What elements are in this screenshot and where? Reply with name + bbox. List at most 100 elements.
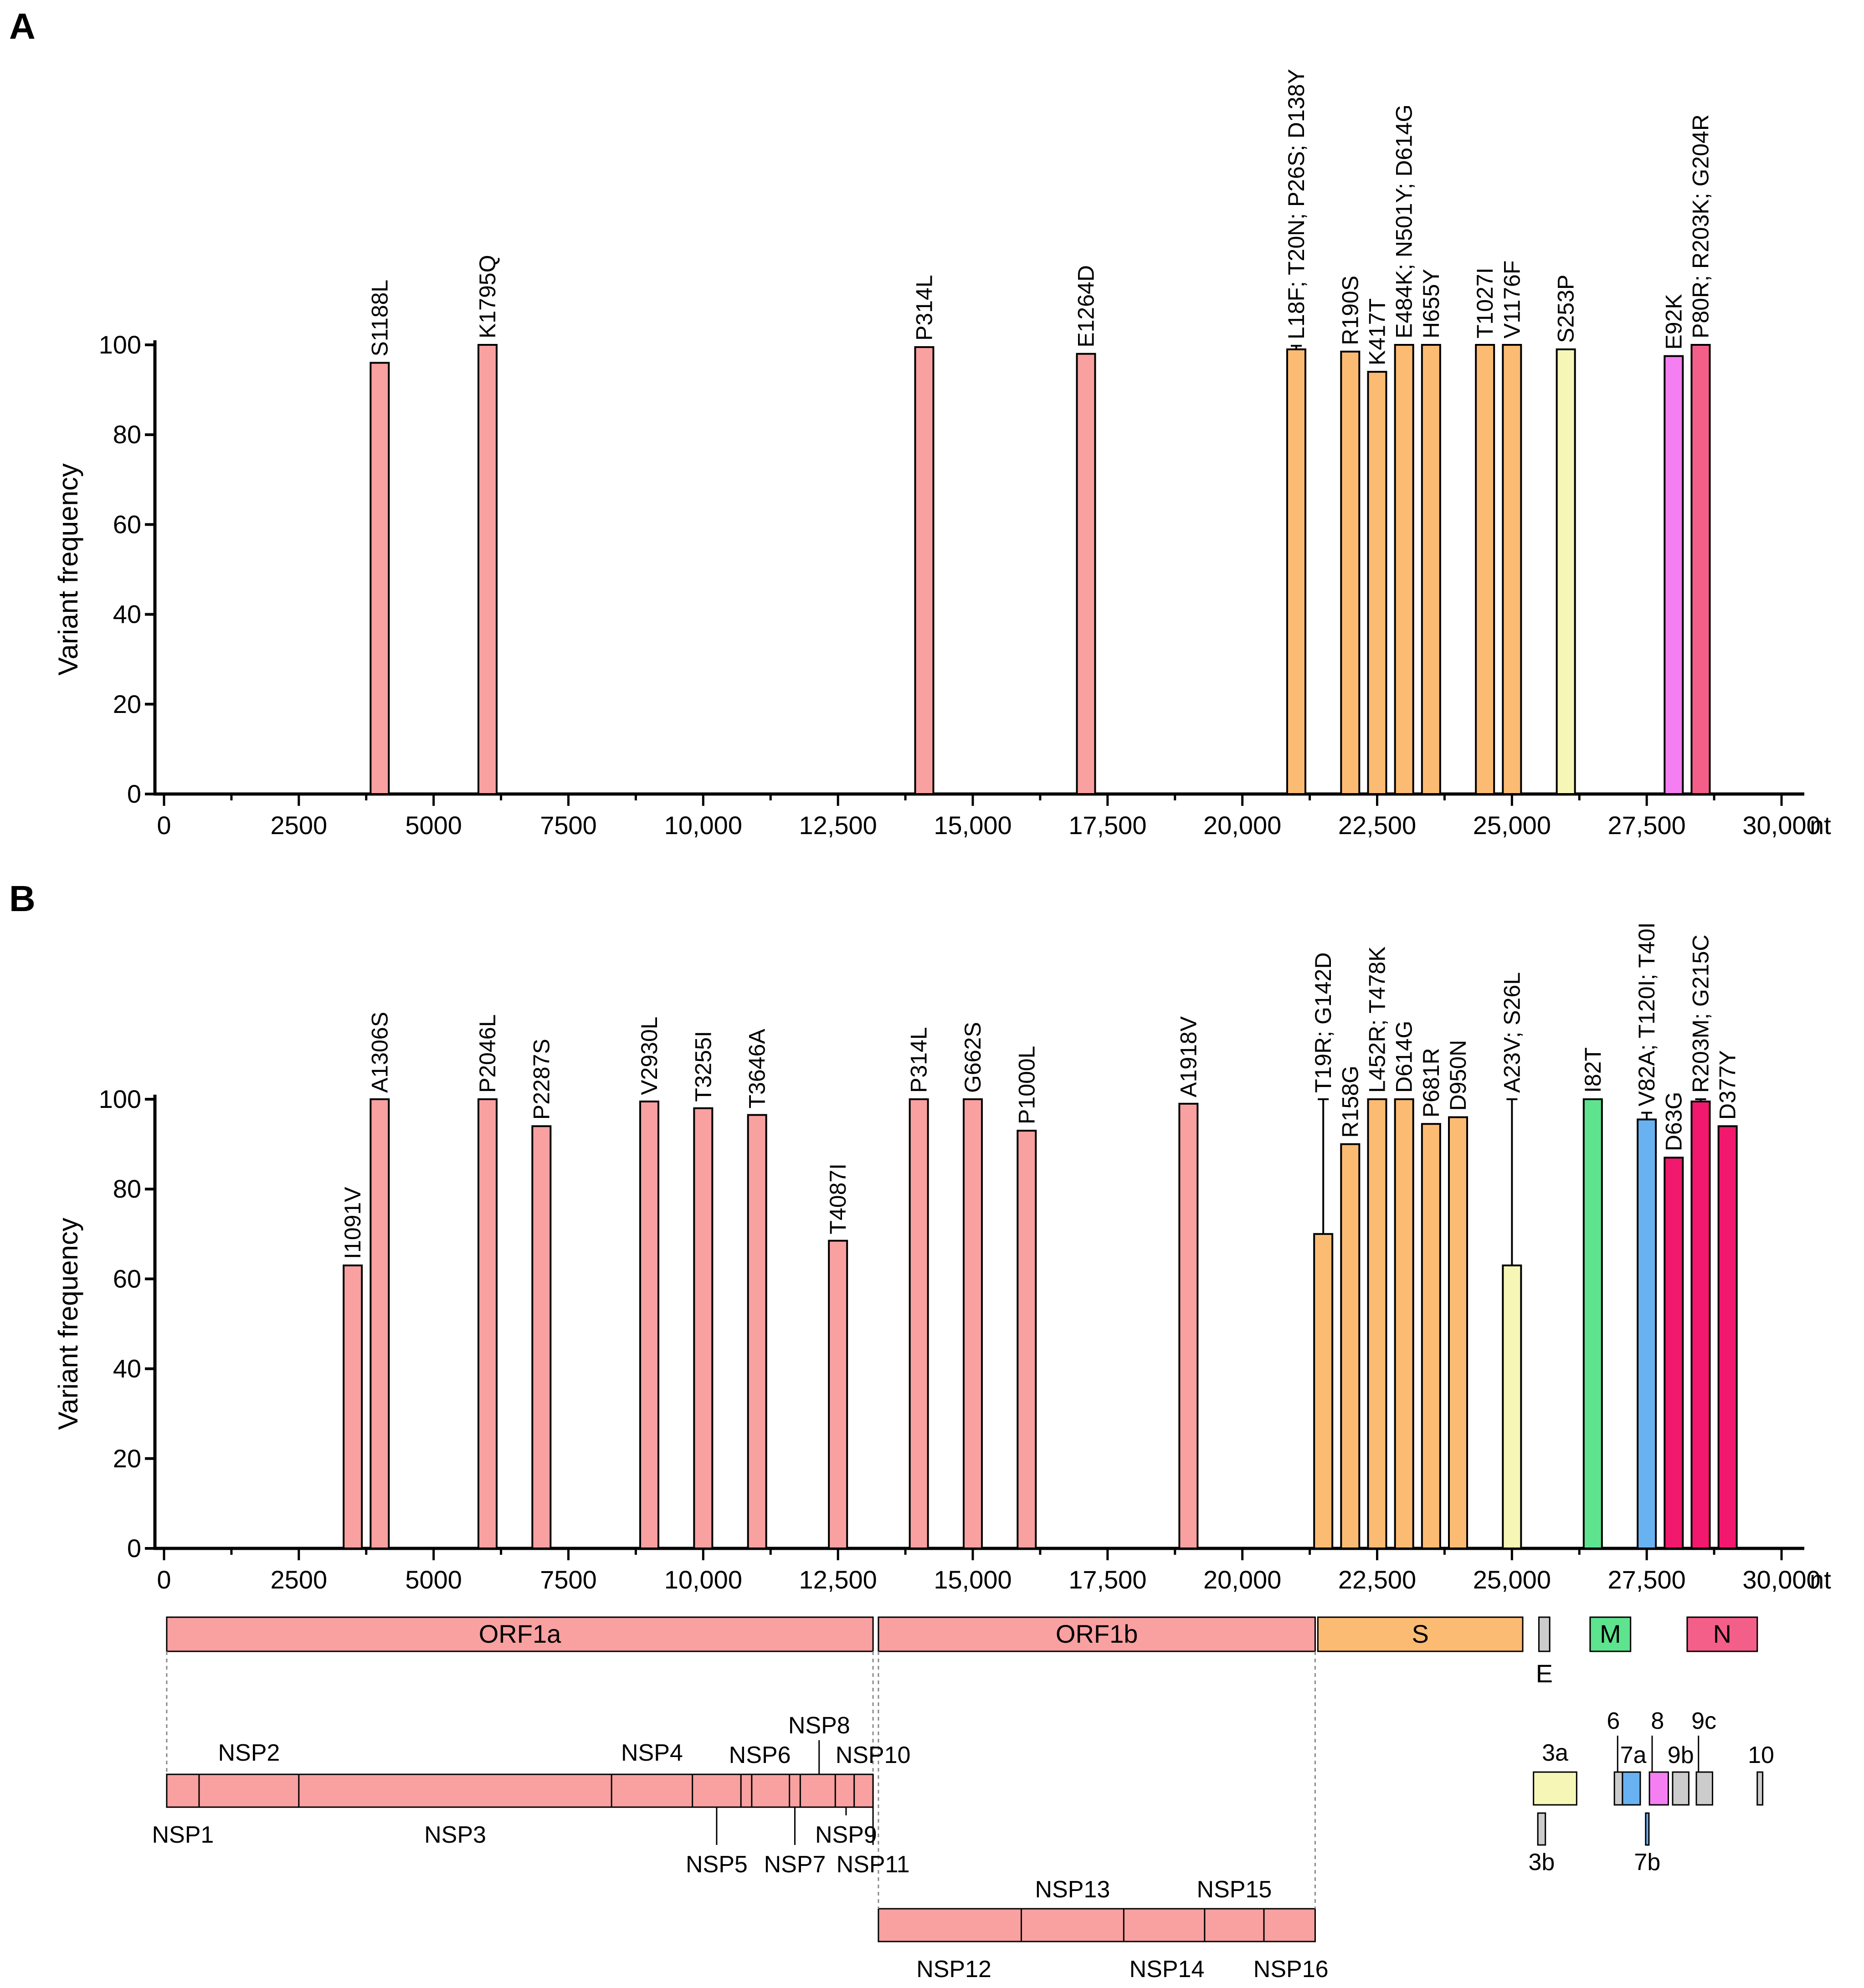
- bar: [1178, 1102, 1199, 1550]
- x-tick-label: 10,000: [664, 1565, 742, 1594]
- bar-label: T3255I: [690, 1031, 716, 1102]
- y-tick-label: 0: [127, 779, 141, 808]
- accessory-label-a3a: 3a: [1542, 1740, 1568, 1766]
- y-tick-label: 40: [113, 600, 141, 629]
- nsp-label-nsp11: NSP11: [837, 1851, 910, 1878]
- x-tick-label: 17,500: [1068, 1565, 1146, 1594]
- gene-box: [1686, 1616, 1758, 1652]
- bar-label: T1027I: [1472, 267, 1498, 338]
- x-tick-label: 22,500: [1338, 811, 1416, 840]
- x-tick-label: 7500: [540, 1565, 597, 1594]
- nsp-label-nsp9: NSP9: [815, 1822, 877, 1848]
- x-tick-label: 27,500: [1608, 1565, 1686, 1594]
- panel-b-letter: B: [9, 878, 36, 919]
- orf3a-box: [1533, 1771, 1577, 1806]
- bar: [1690, 1100, 1711, 1549]
- x-tick-label: 5000: [405, 1565, 462, 1594]
- y-tick-label: 80: [113, 420, 141, 449]
- bar: [1664, 355, 1684, 795]
- gene-label: S: [1412, 1619, 1428, 1648]
- orf6-box: [1613, 1771, 1623, 1806]
- accessory-label-a7b: 7b: [1634, 1849, 1660, 1875]
- bar-label: I82T: [1580, 1047, 1606, 1093]
- bar: [693, 1107, 714, 1549]
- gene-box: [1317, 1616, 1524, 1652]
- bar-label: P681R: [1418, 1048, 1444, 1117]
- y-tick-label: 40: [113, 1354, 141, 1383]
- nsp-label-nsp13: NSP13: [1035, 1876, 1110, 1903]
- bar: [1717, 1125, 1738, 1549]
- gene-label-e: E: [1536, 1659, 1553, 1688]
- bar: [1475, 344, 1495, 795]
- x-tick-label: 5000: [405, 811, 462, 840]
- nsp-track-orf1b: [878, 1908, 1316, 1942]
- y-tick-label: 60: [113, 1264, 141, 1293]
- bar-label: P314L: [906, 1027, 932, 1093]
- bar: [1637, 1118, 1657, 1550]
- orf9b-box: [1672, 1771, 1689, 1806]
- bar: [1340, 1143, 1361, 1550]
- bar: [1690, 344, 1711, 795]
- bar: [828, 1240, 848, 1550]
- x-tick-label: 2500: [271, 1565, 328, 1594]
- accessory-label-a8: 8: [1651, 1708, 1664, 1734]
- bar: [531, 1125, 552, 1549]
- bar: [639, 1100, 659, 1549]
- x-tick-label: 25,000: [1473, 811, 1551, 840]
- bar-label: R190S: [1337, 276, 1363, 345]
- x-tick-label: 20,000: [1203, 1565, 1281, 1594]
- gene-label: M: [1600, 1619, 1621, 1648]
- x-tick-label: 15,000: [934, 1565, 1012, 1594]
- bar-label: V82A; T120I; T40I: [1634, 922, 1659, 1107]
- x-tick-label: 25,000: [1473, 1565, 1551, 1594]
- bar: [1502, 344, 1522, 795]
- panel-b-chart: 0 20 40 60 80 100 0 2500 5000 7500 10,000 12,500 15,…: [53, 922, 1831, 1594]
- bar-label: P80R; R203K; G204R: [1688, 114, 1714, 338]
- bar-label: E484K; N501Y; D614G: [1392, 104, 1417, 338]
- x-tick-label: 2500: [271, 811, 328, 840]
- gene-box: [1589, 1616, 1632, 1652]
- bar: [1582, 1098, 1603, 1549]
- y-tick-label: 80: [113, 1174, 141, 1203]
- orf7b-box: [1645, 1812, 1650, 1846]
- x-unit-label: nt: [1810, 811, 1831, 840]
- bar-label: A1918V: [1176, 1016, 1201, 1097]
- x-tick-label: 20,000: [1203, 811, 1281, 840]
- nsp-label-nsp15: NSP15: [1197, 1876, 1272, 1903]
- nsp-track-orf1a: [166, 1773, 874, 1808]
- bar: [1448, 1116, 1468, 1549]
- panel-a-chart: 0 20 40 60 80 100 0 2500 5000 7500 10,000 12,500 15,…: [53, 69, 1831, 840]
- bar-label: D377Y: [1715, 1050, 1741, 1120]
- genome-map: ORF1a ORF1b S M N E NSP1 NSP2 NSP3 NSP4 NSP5 NSP6 NS…: [152, 1616, 1774, 1983]
- x-tick-label: 12,500: [799, 811, 877, 840]
- nsp-label-nsp10: NSP10: [836, 1742, 911, 1768]
- gene-label: ORF1b: [1056, 1619, 1138, 1648]
- accessory-label-a9b: 9b: [1668, 1742, 1694, 1768]
- nsp-label-nsp6: NSP6: [729, 1742, 791, 1768]
- accessory-label-a7a: 7a: [1620, 1742, 1647, 1768]
- x-tick-label: 15,000: [934, 811, 1012, 840]
- bar-label: S253P: [1553, 275, 1579, 343]
- x-tick-label: 27,500: [1608, 811, 1686, 840]
- nsp-label-nsp12: NSP12: [916, 1956, 991, 1983]
- bar: [1421, 1123, 1441, 1549]
- bar-label: I1091V: [340, 1187, 365, 1259]
- x-tick-label: 7500: [540, 811, 597, 840]
- nsp-label-nsp8: NSP8: [788, 1712, 850, 1739]
- bar-label: H655Y: [1418, 269, 1444, 338]
- gene-box: [1538, 1616, 1551, 1652]
- bar-label: E92K: [1661, 294, 1686, 349]
- bar-label: T19R; G142D: [1310, 953, 1336, 1093]
- y-axis-title: Variant frequency: [53, 463, 83, 676]
- bar-label: E1264D: [1073, 265, 1099, 348]
- x-tick-label: 17,500: [1068, 811, 1146, 840]
- bar: [747, 1114, 767, 1549]
- bar: [909, 1098, 929, 1549]
- bar: [1502, 1264, 1522, 1550]
- y-tick-label: 20: [113, 1444, 141, 1473]
- bar-label: G662S: [960, 1022, 986, 1093]
- bar: [1286, 348, 1306, 795]
- bar-label: D950N: [1445, 1040, 1471, 1111]
- orf3b-box: [1537, 1812, 1546, 1846]
- bar: [1367, 371, 1387, 795]
